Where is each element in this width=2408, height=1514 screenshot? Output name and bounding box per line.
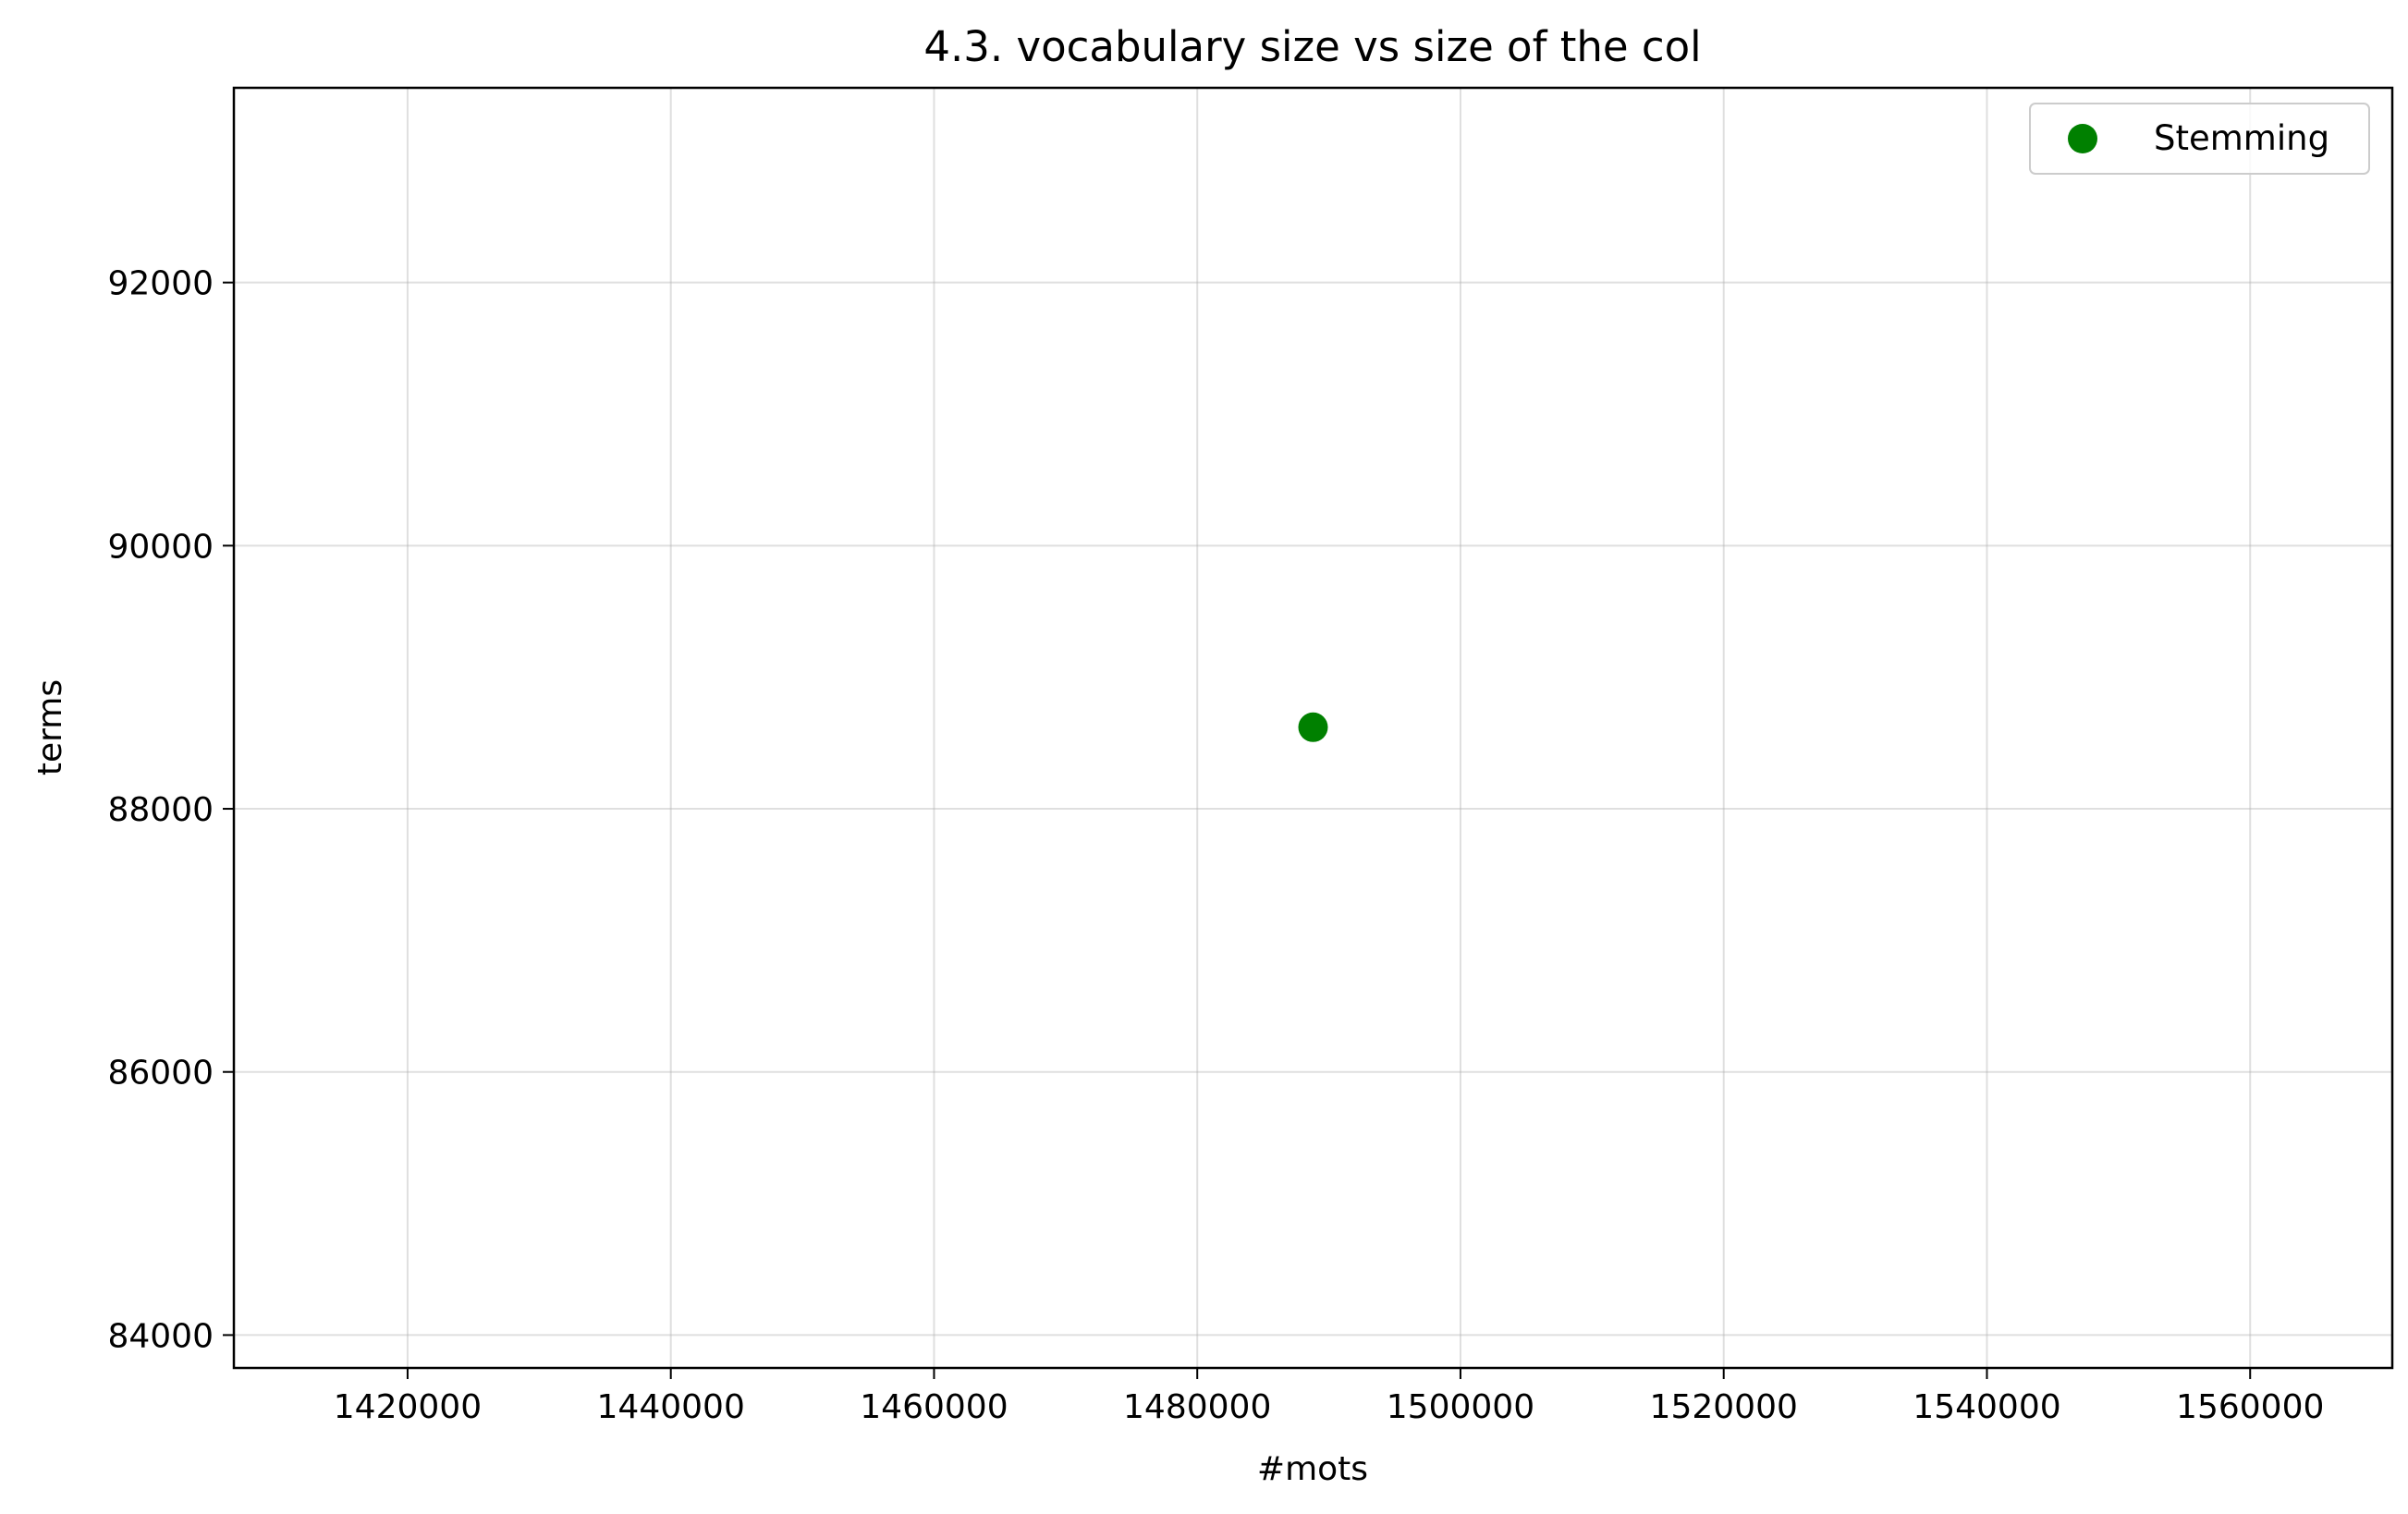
x-tick-label: 1460000 <box>860 1388 1008 1426</box>
x-tick-label: 1540000 <box>1913 1388 2060 1426</box>
legend-label-stemming: Stemming <box>2154 118 2329 158</box>
x-tick-label: 1500000 <box>1387 1388 1534 1426</box>
chart-title: 4.3. vocabulary size vs size of the col <box>923 22 1701 71</box>
x-tick-label: 1440000 <box>597 1388 745 1426</box>
x-tick-label: 1520000 <box>1650 1388 1798 1426</box>
x-tick-label: 1560000 <box>2176 1388 2324 1426</box>
plot-frame <box>232 86 2394 1370</box>
y-tick-label: 86000 <box>107 1055 214 1093</box>
grid-lines <box>234 88 2392 1368</box>
y-tick-label: 88000 <box>107 791 214 829</box>
axis-ticks: 1420000 1440000 1460000 1480000 1500000 15200… <box>107 265 2324 1426</box>
y-tick-label: 92000 <box>107 265 214 303</box>
data-points <box>1298 712 1328 742</box>
legend-marker-stemming <box>2068 124 2097 153</box>
x-tick-label: 1480000 <box>1123 1388 1271 1426</box>
x-axis-label: #mots <box>1257 1450 1368 1488</box>
y-tick-label: 84000 <box>107 1317 214 1355</box>
data-point-stemming <box>1298 712 1328 742</box>
y-axis-label: terms <box>31 679 69 775</box>
legend: Stemming <box>2029 103 2370 175</box>
legend-box <box>2029 103 2370 175</box>
y-tick-label: 90000 <box>107 528 214 566</box>
x-tick-label: 1420000 <box>334 1388 482 1426</box>
